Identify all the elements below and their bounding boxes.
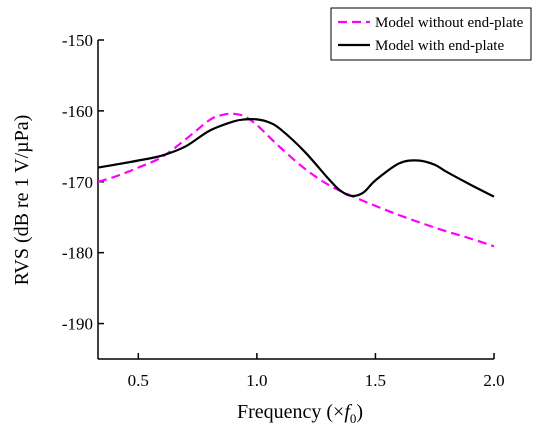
y-tick-label: -190 — [62, 315, 93, 334]
series-group — [97, 112, 495, 248]
series-line-without-end-plate — [97, 112, 495, 248]
y-tick-label: -160 — [62, 102, 93, 121]
axes — [97, 40, 494, 360]
y-axis-title: RVS (dB re 1 V/µPa) — [11, 115, 33, 286]
x-tick-label: 2.0 — [483, 371, 504, 390]
legend-box — [330, 7, 532, 61]
x-axis-title: Frequency (×f0) — [237, 401, 363, 426]
legend-label-with-end-plate: Model with end-plate — [375, 38, 504, 54]
x-tick-label: 1.0 — [246, 371, 267, 390]
y-tick-label: -170 — [62, 173, 93, 192]
y-tick-label: -180 — [62, 244, 93, 263]
ticks: 0.5 1.0 1.5 2.0 -150 -160 -170 -180 -190 — [62, 31, 505, 390]
legend-label-without-end-plate: Model without end-plate — [375, 15, 524, 31]
legend: Model without end-plate Model with end-p… — [330, 7, 532, 61]
y-tick-label: -150 — [62, 31, 93, 50]
series-line-with-end-plate — [97, 117, 495, 198]
x-tick-label: 0.5 — [128, 371, 149, 390]
x-tick-label: 1.5 — [365, 371, 386, 390]
